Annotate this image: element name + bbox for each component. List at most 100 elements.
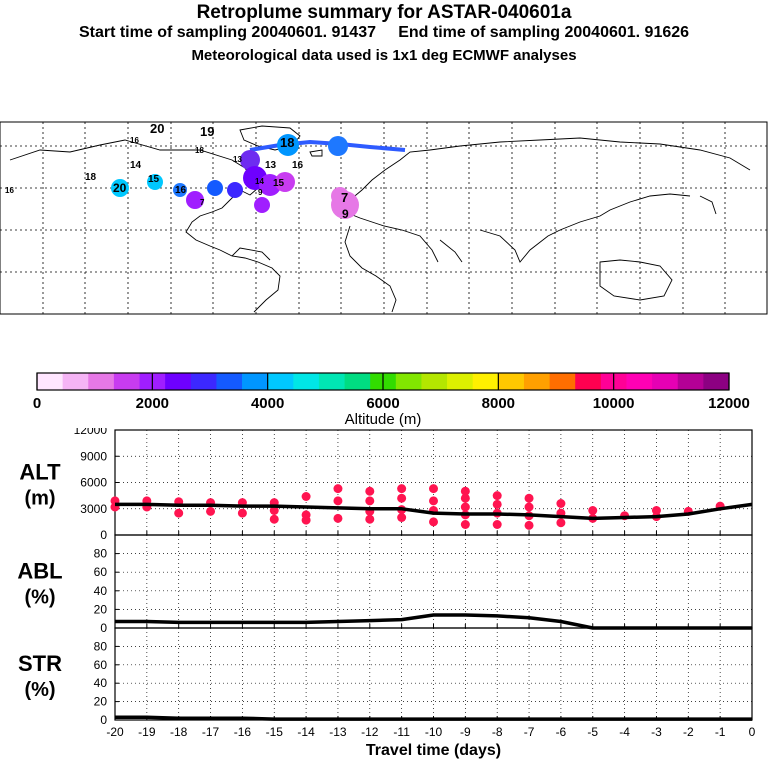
plume-label: 9 [258, 188, 263, 197]
y-tick-label: 20 [94, 602, 108, 616]
altitude-dot [556, 499, 566, 508]
x-tick-label: -3 [651, 725, 662, 739]
colorbar-tick-label: 12000 [708, 395, 750, 412]
plume-blob [331, 187, 349, 205]
y-tick-label: 6000 [80, 476, 107, 490]
y-tick-label: 0 [100, 528, 107, 542]
x-tick-label: -10 [425, 725, 443, 739]
plume-label: 16 [292, 160, 304, 171]
y-tick-label: 9000 [80, 449, 107, 463]
colorbar-swatch [498, 373, 525, 390]
altitude-dot [492, 520, 502, 529]
altitude-dot [301, 515, 311, 525]
panel-yunit: (%) [24, 679, 55, 701]
plume-blob [254, 197, 270, 213]
x-tick-label: -12 [361, 725, 379, 739]
altitude-dot [365, 486, 375, 496]
y-tick-label: 20 [94, 695, 108, 709]
panel-alt: 0 3000 6000 9000 12000 ALT (m) [19, 428, 753, 542]
altitude-dot [460, 502, 470, 512]
x-tick-label: -19 [138, 725, 156, 739]
plume-label: 7 [200, 198, 205, 207]
y-tick-label: 60 [94, 658, 108, 672]
altitude-dot [524, 520, 534, 530]
series-line [115, 715, 752, 721]
panel-ylabel: ABL [17, 559, 62, 584]
panel-ylabel: STR [18, 651, 62, 676]
x-tick-label: -20 [106, 725, 124, 739]
plume-label: 18 [280, 135, 294, 150]
colorbar-tick-label: 6000 [366, 395, 399, 412]
colorbar-swatch [421, 373, 448, 390]
altitude-dot [333, 513, 343, 523]
panel-frame [114, 627, 753, 721]
series-line [115, 502, 753, 521]
altitude-dot [588, 506, 598, 515]
panel-abl: 0 20 40 60 80 ABL (%) [17, 534, 753, 635]
colorbar-swatch [37, 373, 64, 390]
colorbar-swatch [242, 373, 269, 390]
plume-label: 15 [273, 178, 285, 189]
end-time-label: End time of sampling 20040601. 91626 [398, 24, 690, 41]
charts-panel: 030006000900012000ALT(m)020406080ABL(%)0… [17, 428, 755, 759]
colorbar-swatch [293, 373, 320, 390]
plume-blob [207, 180, 223, 196]
colorbar-swatch [113, 373, 140, 390]
altitude-dot [460, 520, 470, 529]
altitude-dot [269, 506, 279, 515]
altitude-dot [206, 506, 216, 516]
altitude-dot [429, 496, 438, 506]
panel-yunit: (%) [24, 587, 55, 609]
plume-labels: 20 19 16 18 7 13 16 14 15 18 20 16 9 7 9… [5, 121, 349, 221]
plume-label: 16 [5, 186, 14, 195]
plume-blob [173, 183, 187, 197]
colorbar-swatch [523, 373, 550, 390]
colorbar-swatch [677, 373, 704, 390]
x-tick-label: -15 [266, 725, 284, 739]
colorbar-swatch [549, 373, 576, 390]
y-tick-label: 80 [94, 547, 108, 561]
altitude-dot [365, 496, 375, 506]
y-tick-label: 40 [94, 676, 108, 690]
coastlines [9, 125, 751, 313]
altitude-dot [397, 484, 407, 494]
x-axis-label: Travel time (days) [366, 742, 501, 759]
y-tick-label: 0 [100, 713, 107, 727]
colorbar-swatch [447, 373, 474, 390]
colorbar-tick-label: 10000 [593, 395, 635, 412]
x-tick-label: -14 [297, 725, 315, 739]
altitude-dot [333, 484, 343, 494]
plume-blob [227, 182, 243, 198]
plume-label: 20 [113, 181, 127, 195]
plume-label: 19 [200, 124, 214, 139]
plume-blob [147, 174, 163, 190]
plume-label: 13 [265, 160, 277, 171]
plume-label: 15 [148, 174, 160, 185]
x-tick-label: -7 [524, 725, 535, 739]
colorbar-swatch [267, 373, 294, 390]
plume-label: 18 [195, 146, 204, 155]
sampling-times: Start time of sampling 20040601. 91437 E… [0, 24, 768, 42]
x-tick-label: -1 [715, 725, 726, 739]
colorbar-swatch [344, 373, 371, 390]
y-tick-label: 40 [94, 584, 108, 598]
colorbar-swatch [652, 373, 679, 390]
x-tick-label: -16 [234, 725, 252, 739]
altitude-dot [397, 513, 407, 522]
plume-label: 20 [150, 121, 164, 136]
colorbar-swatch [62, 373, 89, 390]
colorbar-swatch [165, 373, 192, 390]
colorbar-swatch [216, 373, 243, 390]
plume-blob [111, 179, 129, 197]
start-time-label: Start time of sampling 20040601. 91437 [78, 24, 376, 41]
map-frame [0, 121, 768, 315]
altitude-dot [460, 493, 470, 503]
panel-ylabel: ALT [19, 460, 61, 485]
x-tick-label: -17 [202, 725, 220, 739]
colorbar-tick-label: 2000 [136, 395, 169, 412]
altitude-dot [524, 493, 534, 503]
panel-yunit: (m) [24, 488, 55, 510]
altitude-dot [556, 518, 566, 528]
colorbar-swatch [472, 373, 499, 390]
